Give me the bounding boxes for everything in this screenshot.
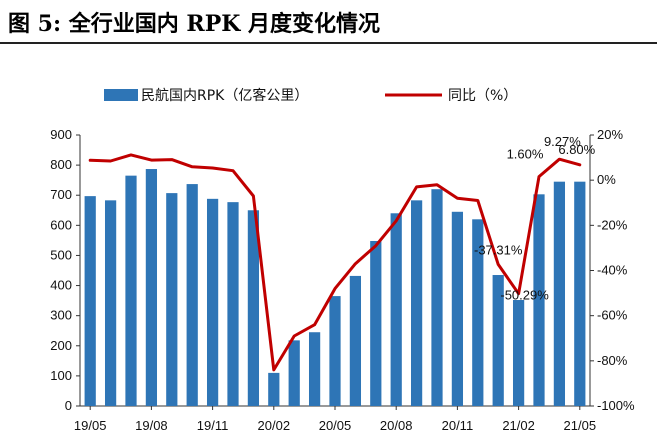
x-tick-label: 20/02 [258, 418, 291, 433]
bar [227, 202, 239, 406]
bar [166, 193, 178, 406]
bar [125, 175, 137, 406]
y-right-tick-label: -20% [597, 217, 628, 232]
axes: 0 100 200 300 400 500 600 700 800 900 -100% -80% -60… [50, 127, 635, 433]
x-tick-label: 19/11 [197, 418, 229, 433]
x-tick-label: 20/05 [319, 418, 352, 433]
bar [329, 296, 341, 406]
y-left-tick-label: 800 [50, 157, 72, 172]
bar [247, 210, 260, 406]
bar [186, 184, 198, 406]
yoy-line [88, 153, 582, 372]
bar [553, 181, 566, 406]
y-right-tick-label: 0% [597, 172, 616, 187]
bar [512, 300, 525, 406]
bar [574, 181, 586, 406]
data-labels: -37.31% -50.29% 1.60%9.27%6.80% [474, 134, 596, 303]
legend: 民航国内RPK（亿客公里） 同比（%） [104, 87, 517, 104]
data-label: 1.60% [507, 147, 544, 162]
x-tick-label: 21/02 [502, 418, 535, 433]
y-left-tick-label: 100 [50, 368, 72, 383]
legend-bar-label: 民航国内RPK（亿客公里） [141, 87, 308, 104]
x-tick-label: 21/05 [564, 418, 597, 433]
bar-series [84, 169, 586, 406]
y-left-tick-label: 700 [50, 187, 72, 202]
x-tick-label: 20/11 [442, 418, 474, 433]
y-right-tick-label: 20% [597, 127, 623, 142]
bar [349, 275, 362, 406]
bar [370, 240, 382, 406]
y-left-tick-label: 400 [50, 278, 72, 293]
data-label: -50.29% [500, 288, 549, 303]
x-tick-label: 20/08 [380, 418, 413, 433]
y-left-tick-label: 500 [50, 247, 72, 262]
y-right-tick-label: -40% [597, 263, 628, 278]
y-right-tick-label: -80% [597, 353, 628, 368]
bar [268, 372, 280, 406]
bar [206, 198, 219, 406]
y-left-tick-label: 0 [65, 398, 72, 413]
bar [410, 200, 423, 406]
bar [84, 196, 96, 406]
data-label: 9.27% [544, 134, 581, 149]
figure-header: 图 5: 全行业国内 RPK 月度变化情况 [0, 0, 657, 44]
bar [104, 200, 117, 406]
bar [145, 169, 158, 406]
y-left-tick-label: 200 [50, 338, 72, 353]
bar [451, 211, 464, 406]
bar [472, 219, 484, 406]
data-label: 6.80% [558, 142, 595, 157]
bar [390, 213, 402, 406]
legend-line-label: 同比（%） [448, 88, 517, 104]
bar [288, 340, 300, 406]
line-series [88, 153, 582, 372]
y-left-tick-label: 600 [50, 217, 72, 232]
y-right-tick-label: -100% [597, 398, 635, 413]
x-tick-label: 19/05 [74, 418, 107, 433]
data-label: -37.31% [474, 242, 523, 257]
figure-title: 图 5: 全行业国内 RPK 月度变化情况 [8, 11, 381, 37]
legend-bar-swatch [104, 89, 138, 101]
y-right-tick-label: -60% [597, 308, 628, 323]
bar [431, 189, 443, 406]
bar [492, 275, 504, 406]
x-tick-label: 19/08 [135, 418, 168, 433]
bar [533, 194, 545, 406]
y-left-tick-label: 300 [50, 308, 72, 323]
y-left-tick-label: 900 [50, 127, 72, 142]
title-rule [0, 42, 657, 44]
bar [308, 332, 321, 406]
